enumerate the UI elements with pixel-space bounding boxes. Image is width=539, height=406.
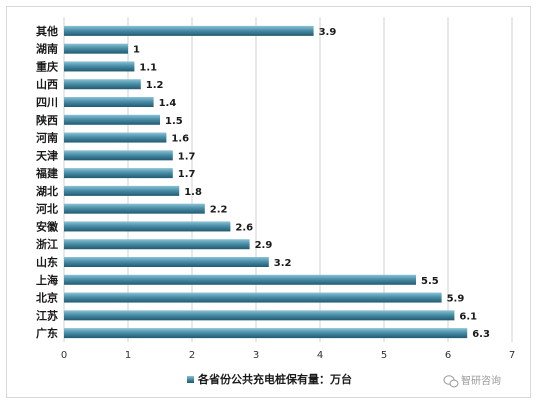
category-label: 湖北 xyxy=(36,184,58,198)
value-label: 1.8 xyxy=(184,187,202,198)
category-label: 山西 xyxy=(36,77,58,91)
category-label: 重庆 xyxy=(36,59,58,73)
bar xyxy=(64,257,269,267)
category-label: 河北 xyxy=(36,202,58,216)
x-tick-label: 3 xyxy=(253,350,259,361)
bar xyxy=(64,221,231,232)
bar xyxy=(64,150,173,161)
x-tick-label: 4 xyxy=(317,350,323,361)
wechat-icon xyxy=(443,375,459,388)
x-tick-label: 5 xyxy=(381,350,387,361)
bar xyxy=(64,25,314,36)
value-label: 1.2 xyxy=(146,80,164,91)
bar xyxy=(64,310,455,321)
category-label: 上海 xyxy=(36,273,58,287)
chart-frame: 其他湖南重庆山西四川陕西河南天津福建湖北河北安徽浙江山东上海北京江苏广东 3.9… xyxy=(6,6,531,398)
category-label: 北京 xyxy=(36,291,58,305)
value-label: 1.4 xyxy=(159,98,177,109)
x-tick-label: 6 xyxy=(445,350,451,361)
bar xyxy=(64,185,180,196)
bar xyxy=(64,114,160,125)
value-label: 1.7 xyxy=(178,169,196,180)
category-label: 河南 xyxy=(36,131,58,145)
value-label: 6.3 xyxy=(472,329,490,340)
value-label: 1 xyxy=(133,45,140,56)
bars xyxy=(64,25,468,339)
bar xyxy=(64,168,173,179)
bar xyxy=(64,61,135,72)
category-label: 其他 xyxy=(36,24,58,38)
x-tick-label: 7 xyxy=(509,350,515,361)
category-label: 四川 xyxy=(36,96,58,109)
watermark: 智研咨询 xyxy=(443,374,501,388)
value-label: 3.9 xyxy=(319,27,337,38)
value-label: 1.5 xyxy=(165,116,183,127)
value-label: 2.2 xyxy=(210,205,228,216)
category-label: 山东 xyxy=(36,255,58,269)
bar xyxy=(64,274,416,285)
category-label: 浙江 xyxy=(36,237,58,251)
value-label: 1.6 xyxy=(171,134,189,145)
category-label: 天津 xyxy=(36,148,58,162)
category-label: 安徽 xyxy=(36,219,59,233)
value-label: 6.1 xyxy=(459,311,477,322)
bar xyxy=(64,43,128,54)
value-label: 1.1 xyxy=(139,62,157,73)
category-label: 湖南 xyxy=(36,42,58,56)
value-labels: 3.9 1 1.1 1.2 1.4 1.5 1.6 1.7 1.7 1.8 2.2 2.62.93.2… xyxy=(133,27,490,340)
value-label: 5.9 xyxy=(447,294,465,305)
x-tick-label: 1 xyxy=(125,350,131,361)
category-label: 江苏 xyxy=(36,308,58,322)
legend-label: 各省份公共充电桩保有量：万台 xyxy=(197,372,352,386)
bar xyxy=(64,79,141,90)
category-label: 福建 xyxy=(35,166,59,180)
bar xyxy=(64,132,167,143)
bar xyxy=(64,97,154,107)
bar xyxy=(64,239,250,250)
value-label: 5.5 xyxy=(421,276,439,287)
category-label: 陕西 xyxy=(36,113,58,127)
legend-swatch xyxy=(187,376,194,383)
value-label: 3.2 xyxy=(274,258,292,269)
bar xyxy=(64,328,468,339)
watermark-text: 智研咨询 xyxy=(461,374,501,387)
value-label: 2.6 xyxy=(235,222,253,233)
x-axis-ticks: 0 1 2 3 4 5 6 7 xyxy=(61,350,515,361)
bar xyxy=(64,203,205,214)
legend: 各省份公共充电桩保有量：万台 xyxy=(187,372,352,386)
x-tick-label: 2 xyxy=(189,350,195,361)
bar xyxy=(64,292,442,303)
category-label: 广东 xyxy=(36,326,58,340)
value-label: 2.9 xyxy=(255,240,273,251)
value-label: 1.7 xyxy=(178,151,196,162)
x-tick-label: 0 xyxy=(61,350,67,361)
